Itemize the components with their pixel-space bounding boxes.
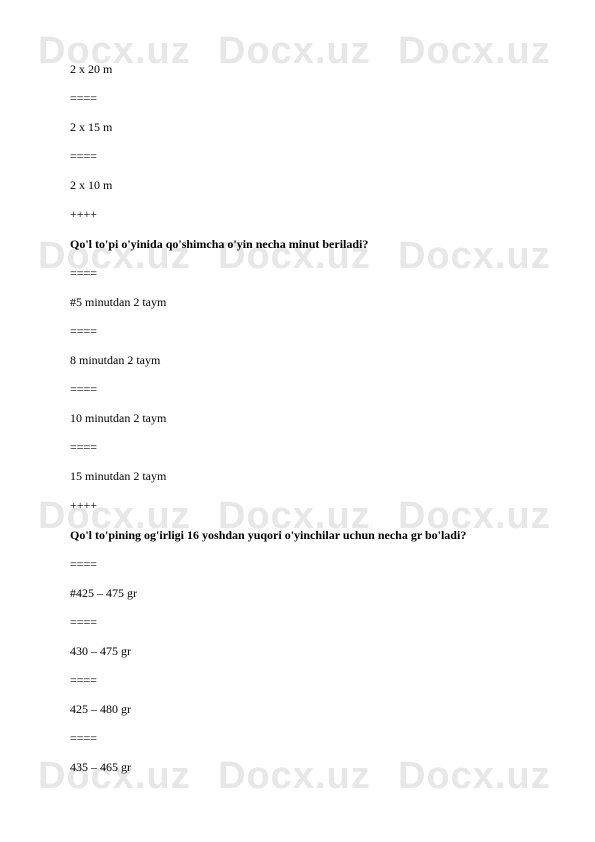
text-line: 430 – 475 gr xyxy=(70,644,525,660)
question-line: Qo'l to'pi o'yinida qo'shimcha o'yin nec… xyxy=(70,237,525,253)
question-line: Qo'l to'pining og'irligi 16 yoshdan yuqo… xyxy=(70,528,525,544)
text-line: #5 minutdan 2 taym xyxy=(70,295,525,311)
document-content: 2 x 20 m ==== 2 x 15 m ==== 2 x 10 m ++++ Qo'l… xyxy=(0,0,595,776)
text-line: ==== xyxy=(70,615,525,631)
text-line: ==== xyxy=(70,382,525,398)
text-line: 15 minutdan 2 taym xyxy=(70,469,525,485)
text-line: 8 minutdan 2 taym xyxy=(70,353,525,369)
text-line: 2 x 15 m xyxy=(70,120,525,136)
text-line: ++++ xyxy=(70,498,525,514)
text-line: ==== xyxy=(70,440,525,456)
text-line: ==== xyxy=(70,673,525,689)
text-line: ==== xyxy=(70,91,525,107)
text-line: 10 minutdan 2 taym xyxy=(70,411,525,427)
text-line: ==== xyxy=(70,266,525,282)
text-line: ==== xyxy=(70,324,525,340)
text-line: 435 – 465 gr xyxy=(70,760,525,776)
text-line: #425 – 475 gr xyxy=(70,586,525,602)
text-line: 2 x 10 m xyxy=(70,178,525,194)
text-line: 425 – 480 gr xyxy=(70,702,525,718)
text-line: ==== xyxy=(70,731,525,747)
text-line: 2 x 20 m xyxy=(70,62,525,78)
text-line: ++++ xyxy=(70,207,525,223)
text-line: ==== xyxy=(70,557,525,573)
text-line: ==== xyxy=(70,149,525,165)
